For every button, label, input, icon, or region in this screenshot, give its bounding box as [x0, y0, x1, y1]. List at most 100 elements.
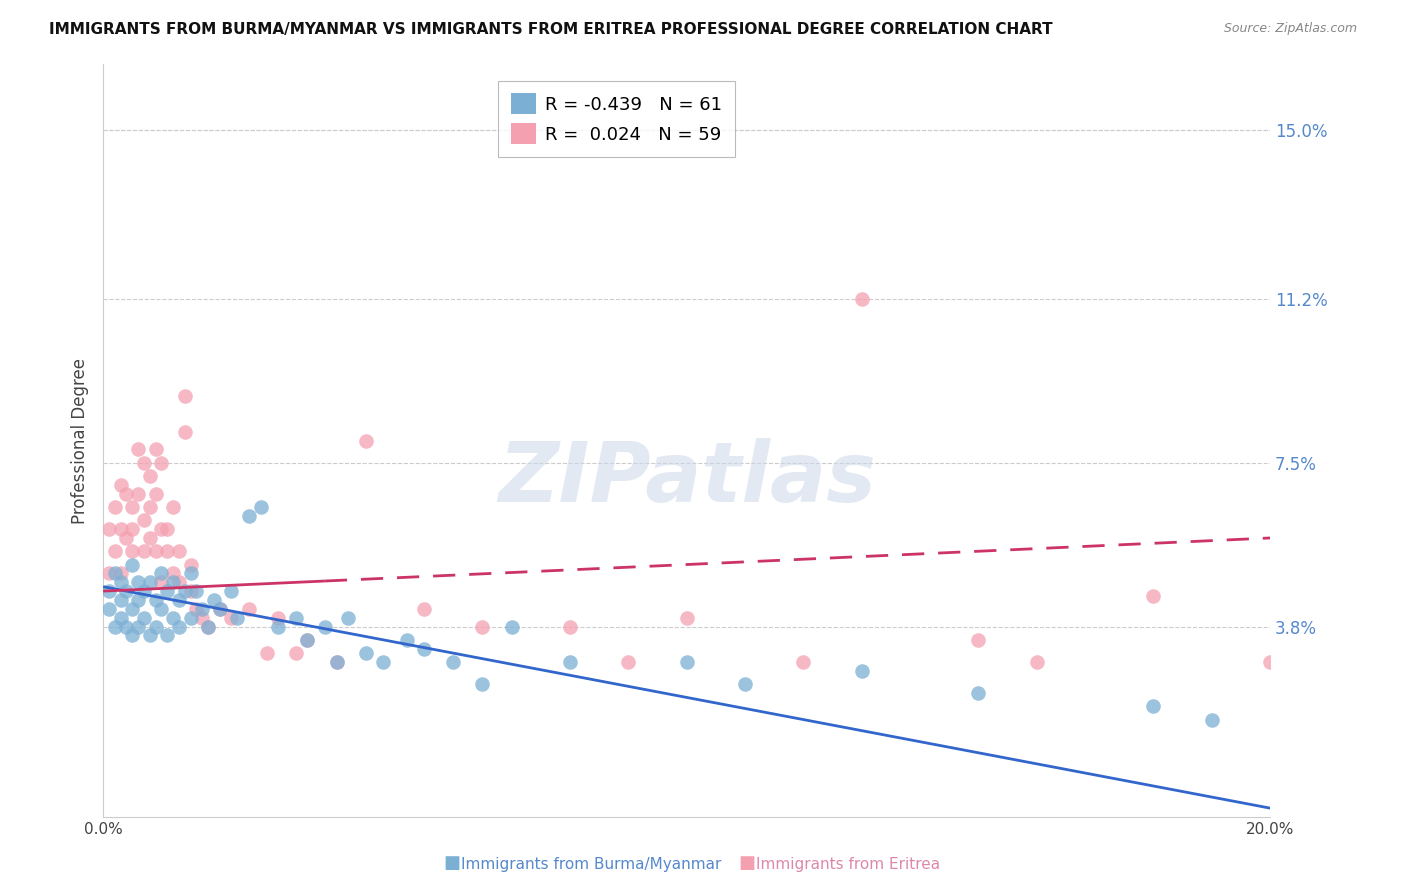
Point [1142, 699, 1164, 714]
Point [115, 584, 138, 599]
Point [173, 425, 195, 439]
Point [132, 456, 155, 470]
Text: Immigrants from Burma/Myanmar: Immigrants from Burma/Myanmar [461, 857, 721, 872]
Point [191, 610, 214, 624]
Point [471, 619, 494, 633]
Point [471, 677, 494, 691]
Point [221, 584, 243, 599]
Point [145, 544, 167, 558]
Point [354, 646, 377, 660]
Point [97, 584, 120, 599]
Point [413, 641, 436, 656]
Point [267, 619, 290, 633]
Point [145, 593, 167, 607]
Point [97, 522, 120, 536]
Point [156, 522, 179, 536]
Point [173, 389, 195, 403]
Point [162, 566, 184, 581]
Point [238, 508, 260, 523]
Point [150, 566, 173, 581]
Point [110, 566, 132, 581]
Point [127, 619, 149, 633]
Point [337, 610, 360, 624]
Point [314, 619, 336, 633]
Point [110, 593, 132, 607]
Legend: R = -0.439   N = 61, R =  0.024   N = 59: R = -0.439 N = 61, R = 0.024 N = 59 [498, 80, 735, 157]
Point [121, 628, 143, 642]
Point [221, 610, 243, 624]
Point [167, 619, 190, 633]
Point [284, 610, 307, 624]
Point [967, 686, 990, 700]
Point [121, 522, 143, 536]
Point [162, 500, 184, 514]
Point [127, 486, 149, 500]
Point [186, 602, 208, 616]
Point [256, 646, 278, 660]
Text: ■: ■ [443, 855, 460, 872]
Point [156, 584, 179, 599]
Point [139, 575, 162, 590]
Point [167, 593, 190, 607]
Point [1025, 655, 1047, 669]
Point [150, 575, 173, 590]
Point [226, 610, 249, 624]
Point [297, 632, 319, 647]
Point [127, 442, 149, 457]
Point [617, 655, 640, 669]
Point [208, 602, 231, 616]
Point [373, 655, 395, 669]
Point [139, 469, 162, 483]
Point [734, 677, 756, 691]
Point [97, 566, 120, 581]
Point [191, 602, 214, 616]
Point [139, 531, 162, 545]
Text: ■: ■ [738, 855, 755, 872]
Point [115, 486, 138, 500]
Point [150, 522, 173, 536]
Point [104, 566, 127, 581]
Point [145, 442, 167, 457]
Point [180, 566, 202, 581]
Point [173, 584, 195, 599]
Point [1258, 655, 1281, 669]
Point [267, 610, 290, 624]
Point [121, 558, 143, 572]
Text: Source: ZipAtlas.com: Source: ZipAtlas.com [1223, 22, 1357, 36]
Point [167, 544, 190, 558]
Point [162, 610, 184, 624]
Point [110, 522, 132, 536]
Point [139, 628, 162, 642]
Point [156, 628, 179, 642]
Text: ZIPatlas: ZIPatlas [498, 438, 876, 518]
Point [501, 619, 523, 633]
Point [325, 655, 347, 669]
Point [145, 486, 167, 500]
Point [115, 531, 138, 545]
Point [558, 619, 581, 633]
Point [202, 593, 225, 607]
Text: IMMIGRANTS FROM BURMA/MYANMAR VS IMMIGRANTS FROM ERITREA PROFESSIONAL DEGREE COR: IMMIGRANTS FROM BURMA/MYANMAR VS IMMIGRA… [49, 22, 1053, 37]
Point [110, 478, 132, 492]
Point [115, 619, 138, 633]
Point [132, 513, 155, 527]
Point [167, 575, 190, 590]
Point [441, 655, 464, 669]
Point [413, 602, 436, 616]
Point [851, 292, 873, 306]
Point [1142, 589, 1164, 603]
Point [145, 619, 167, 633]
Point [132, 584, 155, 599]
Point [180, 584, 202, 599]
Point [121, 602, 143, 616]
Point [110, 610, 132, 624]
Point [249, 500, 271, 514]
Point [792, 655, 814, 669]
Point [97, 602, 120, 616]
Point [104, 544, 127, 558]
Point [186, 584, 208, 599]
Point [208, 602, 231, 616]
Point [297, 632, 319, 647]
Point [127, 593, 149, 607]
Point [284, 646, 307, 660]
